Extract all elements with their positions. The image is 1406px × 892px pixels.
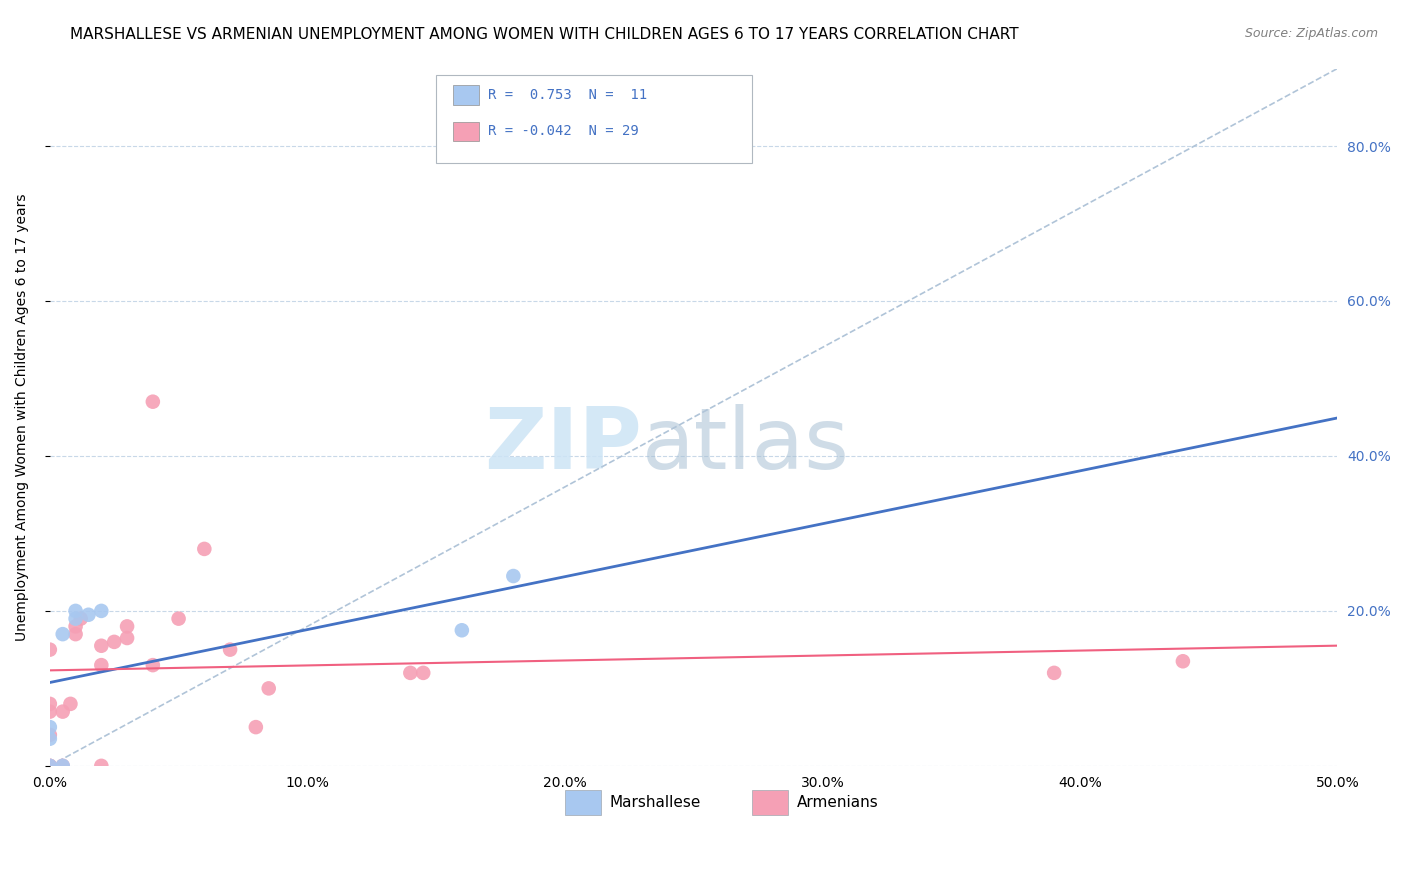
Point [90,639,112,653]
Point [142,658,165,673]
Point [399,665,422,680]
Point [219,642,242,657]
FancyBboxPatch shape [453,86,478,104]
Point [38,642,60,657]
Point [103,635,125,649]
Point [90,658,112,673]
Point [38,720,60,734]
Text: Marshallese: Marshallese [610,796,702,810]
FancyBboxPatch shape [453,121,478,141]
FancyBboxPatch shape [565,790,600,814]
Point [412,665,434,680]
Point [245,720,267,734]
Point [502,569,524,583]
Text: Armenians: Armenians [797,796,879,810]
Point [38,728,60,742]
Point [257,681,280,696]
Point [69,612,91,626]
Point [90,604,112,618]
Y-axis label: Unemployment Among Women with Children Ages 6 to 17 years: Unemployment Among Women with Children A… [15,194,30,641]
Point [59,697,82,711]
Point [142,394,165,409]
Point [38,759,60,773]
Point [1171,654,1194,668]
Point [115,619,138,633]
Point [38,697,60,711]
Point [450,624,472,638]
Point [52,705,75,719]
Point [1043,665,1066,680]
Point [52,759,75,773]
Point [52,627,75,641]
Text: MARSHALLESE VS ARMENIAN UNEMPLOYMENT AMONG WOMEN WITH CHILDREN AGES 6 TO 17 YEAR: MARSHALLESE VS ARMENIAN UNEMPLOYMENT AMO… [70,27,1019,42]
FancyBboxPatch shape [752,790,787,814]
Point [52,759,75,773]
Point [77,607,100,622]
Point [38,759,60,773]
Point [193,541,215,556]
Text: atlas: atlas [643,403,851,486]
Point [38,759,60,773]
Point [38,731,60,746]
Text: Source: ZipAtlas.com: Source: ZipAtlas.com [1244,27,1378,40]
Point [38,705,60,719]
Text: R = -0.042  N = 29: R = -0.042 N = 29 [488,124,638,138]
Point [65,612,87,626]
Point [115,631,138,645]
Text: R =  0.753  N =  11: R = 0.753 N = 11 [488,88,647,102]
Point [65,604,87,618]
Point [65,627,87,641]
Text: ZIP: ZIP [484,403,643,486]
Point [65,619,87,633]
FancyBboxPatch shape [436,76,752,162]
Point [167,612,190,626]
Point [90,759,112,773]
